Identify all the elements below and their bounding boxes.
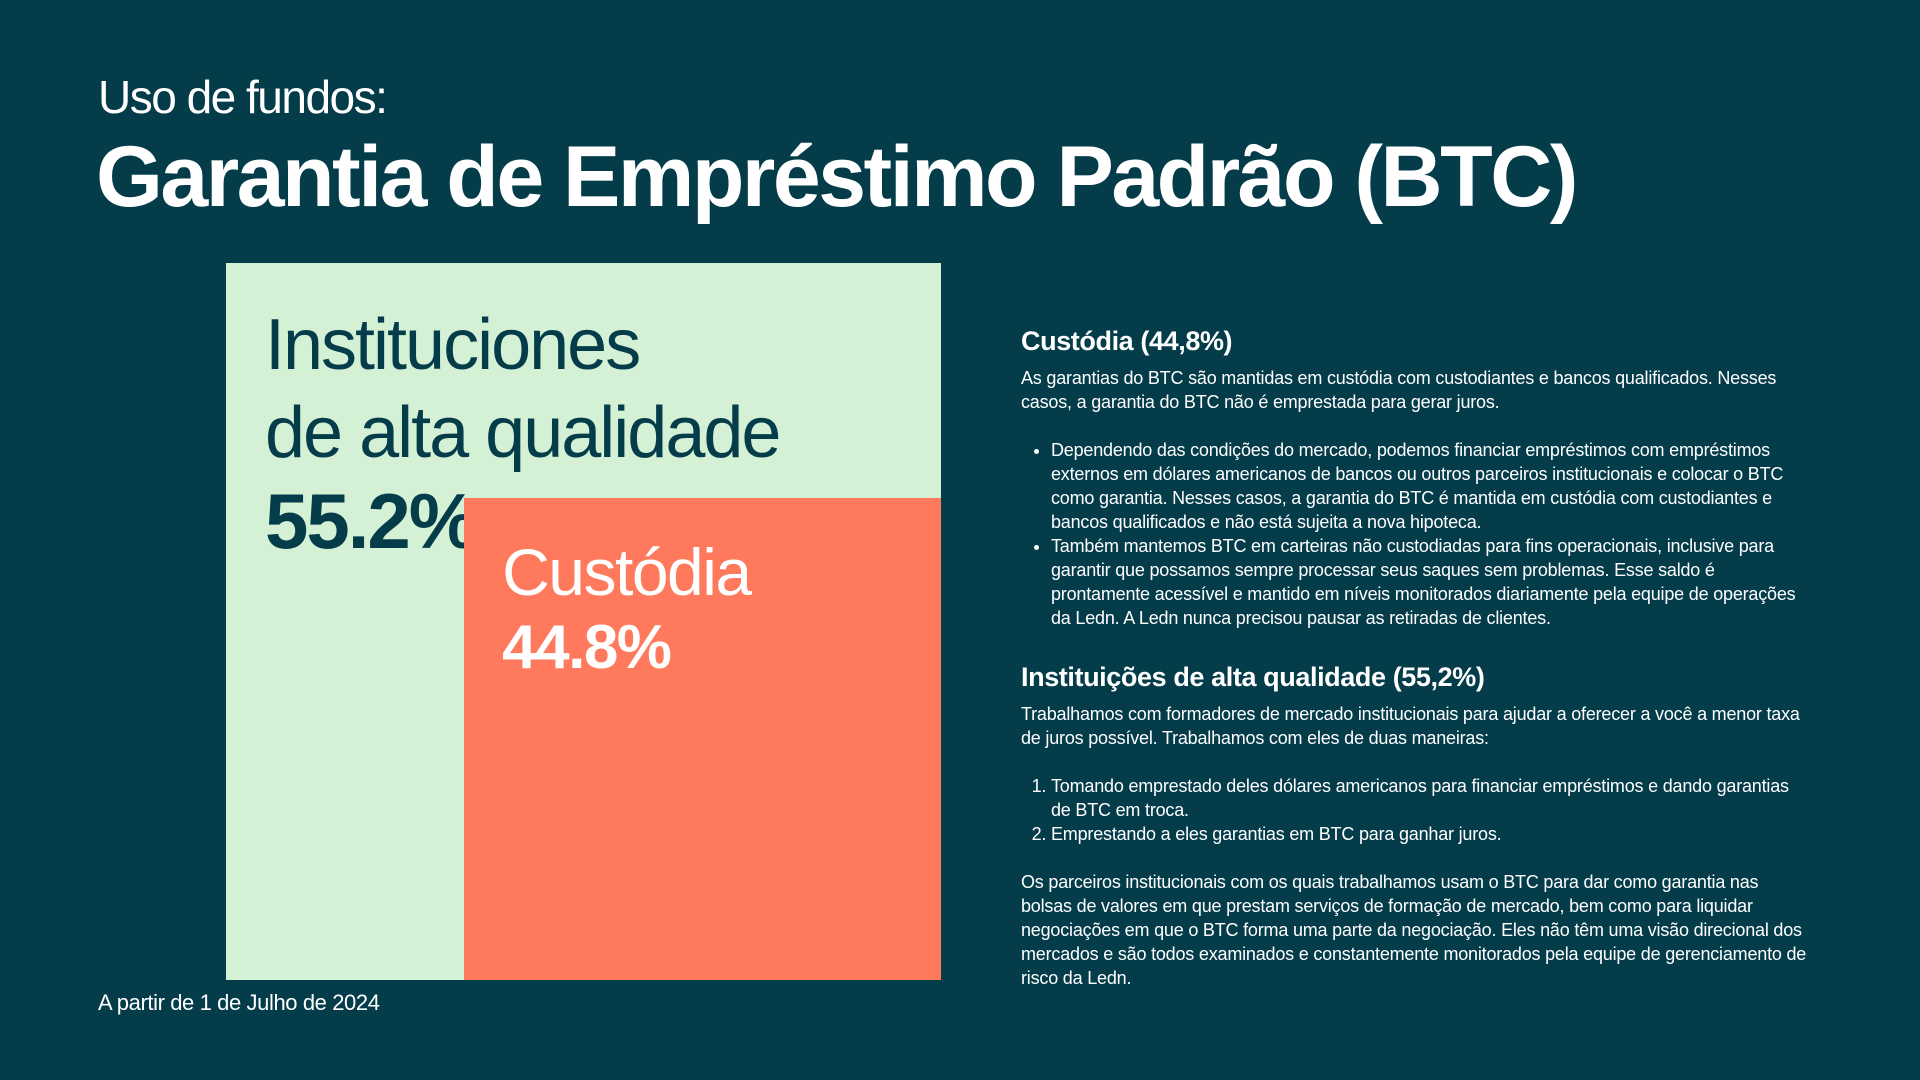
institutions-name-line-1: Instituciones	[265, 305, 641, 385]
page-title: Garantia de Empréstimo Padrão (BTC)	[96, 129, 1578, 225]
institutions-intro: Trabalhamos com formadores de mercado in…	[1021, 704, 1800, 748]
custody-name: Custódia	[502, 535, 752, 610]
explanation-panel: Custódia (44,8%) As garantias do BTC são…	[1021, 324, 1811, 990]
custody-heading: Custódia (44,8%)	[1021, 326, 1233, 356]
treemap-chart: Instituciones de alta qualidade 55.2% Cu…	[226, 263, 941, 980]
as-of-date: A partir de 1 de Julho de 2024	[98, 990, 380, 1015]
institutions-value-label: 55.2%	[265, 477, 478, 565]
institutions-label: Instituciones de alta qualidade 55.2%	[265, 301, 781, 565]
list-item: Dependendo das condições do mercado, pod…	[1051, 438, 1811, 534]
list-item: Emprestando a eles garantias em BTC para…	[1051, 822, 1811, 846]
institutions-heading: Instituições de alta qualidade (55,2%)	[1021, 662, 1485, 692]
institutions-list: Tomando emprestado deles dólares america…	[1021, 774, 1811, 846]
custody-section: Custódia (44,8%) As garantias do BTC são…	[1021, 324, 1811, 630]
institutions-closing: Os parceiros institucionais com os quais…	[1021, 872, 1807, 988]
list-item: Também mantemos BTC em carteiras não cus…	[1051, 534, 1811, 630]
list-item: Tomando emprestado deles dólares america…	[1051, 774, 1811, 822]
custody-value-label: 44.8%	[502, 613, 672, 683]
custody-bullets: Dependendo das condições do mercado, pod…	[1021, 438, 1811, 630]
institutions-name-line-2: de alta qualidade	[265, 393, 781, 473]
page-subtitle: Uso de fundos:	[98, 71, 388, 123]
institutions-section: Instituições de alta qualidade (55,2%) T…	[1021, 660, 1811, 990]
custody-rect: Custódia 44.8%	[464, 498, 941, 980]
custody-label: Custódia 44.8%	[502, 534, 752, 686]
custody-intro: As garantias do BTC são mantidas em cust…	[1021, 368, 1777, 412]
